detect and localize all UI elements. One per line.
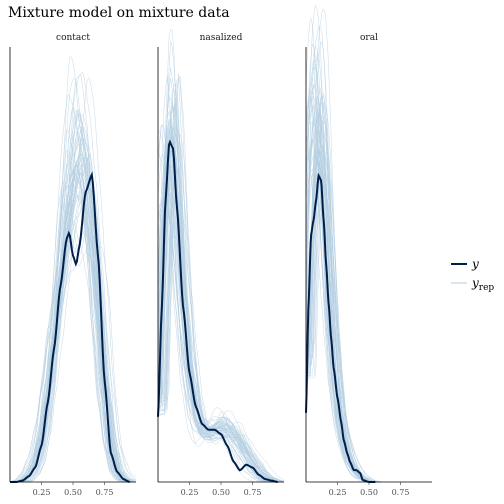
facet-panel-nasalized: nasalized 0.25 0.50 0.75 xyxy=(157,29,285,497)
facet-panel-contact: contact 0.25 0.50 0.75 xyxy=(9,33,137,497)
chart-title: Mixture model on mixture data xyxy=(8,5,230,21)
x-tick-label: 0.75 xyxy=(392,488,410,497)
legend-label-main: y xyxy=(471,276,479,290)
x-tick-label: 0.25 xyxy=(33,488,51,497)
legend-label: y xyxy=(471,257,479,271)
yrep-line xyxy=(157,103,284,483)
legend-item-yrep: yrep xyxy=(451,276,494,293)
replicate-curves xyxy=(9,56,137,483)
legend-item-y: y xyxy=(451,257,479,271)
facet-strip-label: oral xyxy=(360,33,378,43)
x-tick-label: 0.25 xyxy=(181,488,199,497)
yrep-line xyxy=(10,138,136,483)
y-observed-line xyxy=(157,139,278,483)
x-tick-label: 0.75 xyxy=(96,488,114,497)
yrep-line xyxy=(157,40,284,483)
facet-panel-oral: oral 0.25 0.50 0.75 xyxy=(305,4,432,497)
yrep-line xyxy=(157,106,284,483)
yrep-line xyxy=(305,95,382,483)
legend-label: yrep xyxy=(471,276,494,293)
yrep-line xyxy=(157,152,285,482)
yrep-line xyxy=(10,208,137,483)
x-tick-label: 0.50 xyxy=(64,488,82,497)
yrep-line xyxy=(10,163,136,483)
x-tick-label: 0.75 xyxy=(244,488,262,497)
legend-label-main: y xyxy=(471,257,479,271)
legend-label-subscript: rep xyxy=(479,283,495,293)
x-tick-label: 0.25 xyxy=(329,488,347,497)
yrep-line xyxy=(157,158,284,483)
yrep-line xyxy=(157,149,284,483)
yrep-line xyxy=(10,112,136,483)
yrep-line xyxy=(305,139,382,483)
facet-panels: contact 0.25 0.50 0.75 nasalized 0.25 0.50 0.75… xyxy=(9,4,432,497)
facet-strip-label: nasalized xyxy=(200,33,243,43)
x-tick-label: 0.50 xyxy=(360,488,378,497)
yrep-line xyxy=(157,98,284,483)
facet-strip-label: contact xyxy=(56,33,90,43)
x-tick-label: 0.50 xyxy=(212,488,230,497)
y-observed-line xyxy=(305,172,376,483)
y-observed-line xyxy=(10,171,131,483)
